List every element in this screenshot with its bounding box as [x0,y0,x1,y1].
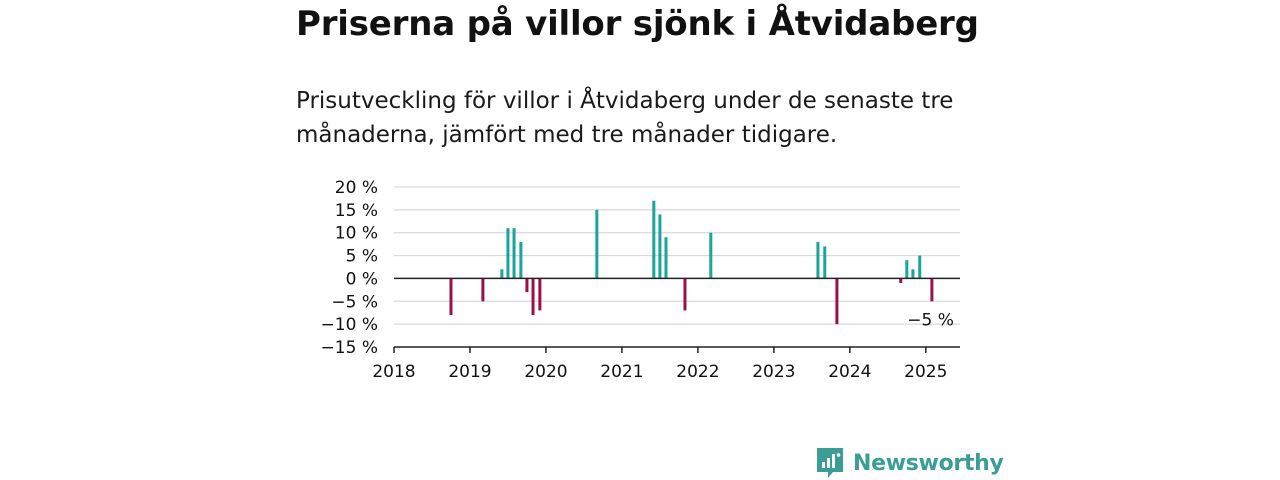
x-tick-label: 2022 [676,362,719,382]
bar [709,232,713,279]
page-subtitle: Prisutveckling för villor i Åtvidaberg u… [296,88,954,148]
y-tick-label: −15 % [321,338,378,358]
bar [506,228,510,279]
y-tick-label: 5 % [346,247,378,267]
bar [512,228,516,279]
bar [905,260,909,279]
last-value-label: −5 % [907,310,954,330]
page-title: Priserna på villor sjönk i Åtvidaberg [296,4,979,44]
bar [500,269,504,279]
bar [918,255,922,279]
x-tick-label: 2018 [372,362,415,382]
bar [911,269,915,279]
newsworthy-logo-text: Newsworthy [853,450,1004,476]
bar [449,278,453,315]
y-tick-label: 10 % [335,224,378,244]
y-tick-label: 20 % [335,178,378,198]
bar [481,278,485,302]
bar [658,214,662,279]
newsworthy-logo-icon [817,448,843,478]
bar [835,278,839,325]
y-tick-label: 0 % [346,269,378,289]
bar [664,237,668,279]
bar [899,278,903,283]
bar [816,241,820,279]
tick-labels: 20 % 15 % 10 % 5 %0 % −5 % −10 % −15 % 2018 2019… [321,178,954,382]
bar [823,246,827,279]
x-tick-label: 2021 [600,362,643,382]
bar [519,241,523,279]
bar [683,278,687,311]
bar [538,278,542,311]
x-tick-label: 2019 [448,362,491,382]
bar [531,278,535,315]
y-tick-label: −10 % [321,315,378,335]
axes [393,277,960,353]
grid-lines [394,186,960,325]
x-tick-label: 2020 [524,362,567,382]
x-tick-label: 2024 [828,362,871,382]
newsworthy-logo: Newsworthy [815,446,1004,480]
x-tick-label: 2023 [752,362,795,382]
y-tick-label: 15 % [335,201,378,221]
bar [595,209,599,279]
bar [652,200,656,279]
bar [930,278,934,302]
bar [525,278,529,293]
bars [449,200,934,325]
y-tick-label: −5 % [331,292,378,312]
x-tick-label: 2025 [904,362,947,382]
